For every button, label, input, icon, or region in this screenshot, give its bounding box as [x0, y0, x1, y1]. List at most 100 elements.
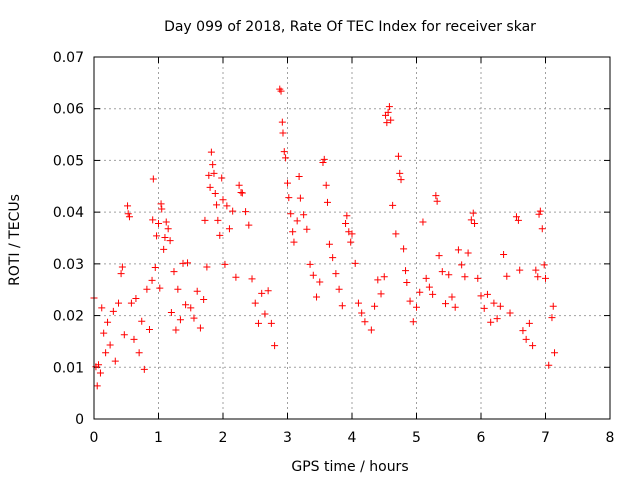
data-point: [120, 331, 128, 339]
data-point: [487, 318, 495, 326]
data-point: [303, 225, 311, 233]
x-tick-label: 2: [219, 430, 228, 446]
data-point: [323, 198, 331, 206]
data-point: [132, 295, 140, 303]
data-point: [205, 171, 213, 179]
data-point: [196, 324, 204, 332]
data-point: [149, 216, 157, 224]
data-point: [172, 326, 180, 334]
data-point: [124, 210, 132, 218]
data-point: [248, 275, 256, 283]
y-tick-label: 0.06: [53, 102, 84, 118]
data-point: [167, 308, 175, 316]
data-point: [287, 210, 295, 218]
data-point: [225, 225, 233, 233]
data-point: [153, 232, 161, 240]
data-point: [211, 190, 219, 198]
data-point: [290, 238, 298, 246]
data-point: [282, 154, 290, 162]
x-tick-label: 0: [90, 430, 99, 446]
y-tick-label: 0.03: [53, 257, 84, 273]
y-tick-label: 0.04: [53, 205, 84, 221]
data-point: [104, 318, 112, 326]
data-point: [102, 349, 110, 357]
data-point: [387, 116, 395, 124]
data-point: [448, 293, 456, 301]
data-point: [454, 246, 462, 254]
data-point: [203, 263, 211, 271]
data-point: [182, 301, 190, 309]
data-point: [218, 174, 226, 182]
data-point: [506, 309, 514, 317]
data-point: [280, 148, 288, 156]
data-point: [461, 273, 469, 281]
data-point: [258, 289, 266, 297]
data-point: [535, 210, 543, 218]
x-tick-label: 6: [477, 430, 486, 446]
data-point: [115, 299, 123, 307]
grid-lines: [94, 57, 610, 419]
data-point: [416, 288, 424, 296]
data-point: [117, 270, 125, 278]
data-point: [296, 194, 304, 202]
data-point: [394, 152, 402, 160]
data-point: [162, 218, 170, 226]
x-tick-label: 8: [606, 430, 615, 446]
data-point: [464, 249, 472, 257]
data-point: [279, 129, 287, 137]
data-point: [156, 284, 164, 292]
data-point: [164, 225, 172, 233]
data-point: [532, 266, 540, 274]
data-point: [174, 285, 182, 293]
data-point: [261, 310, 269, 318]
data-point: [500, 251, 508, 259]
data-point: [170, 268, 178, 276]
data-point: [124, 202, 132, 210]
data-points: [90, 85, 559, 390]
data-point: [342, 220, 350, 228]
data-point: [289, 228, 297, 236]
data-point: [374, 276, 382, 284]
data-point: [148, 276, 156, 284]
data-point: [229, 207, 237, 215]
data-point: [109, 307, 117, 315]
x-tick-label: 3: [283, 430, 292, 446]
data-point: [445, 271, 453, 279]
data-point: [396, 169, 404, 177]
data-point: [549, 302, 557, 310]
data-point: [536, 207, 544, 215]
data-point: [151, 263, 159, 271]
y-tick-label: 0.05: [53, 153, 84, 169]
data-point: [332, 270, 340, 278]
y-tick-label: 0: [75, 412, 84, 428]
data-point: [402, 267, 410, 275]
data-point: [155, 220, 162, 228]
data-point: [467, 216, 475, 224]
data-point: [406, 297, 414, 305]
data-point: [325, 240, 333, 248]
data-point: [319, 158, 327, 166]
y-tick-label: 0.07: [53, 50, 84, 66]
data-point: [380, 273, 388, 281]
data-point: [118, 263, 126, 271]
data-point: [214, 216, 222, 224]
data-point: [347, 238, 355, 246]
data-point: [422, 274, 430, 282]
data-point: [221, 260, 229, 268]
data-point: [300, 211, 308, 219]
data-point: [409, 318, 417, 326]
data-point: [200, 296, 208, 304]
data-point: [469, 209, 477, 217]
data-point: [383, 119, 391, 127]
data-point: [106, 341, 114, 349]
data-point: [377, 290, 385, 298]
data-point: [223, 202, 231, 210]
y-axis-label: ROTI / TECUs: [7, 194, 23, 286]
y-tick-label: 0.01: [53, 360, 84, 376]
data-point: [295, 172, 303, 180]
data-point: [367, 326, 375, 334]
plot-frame: [93, 56, 611, 420]
data-point: [213, 201, 221, 209]
data-point: [176, 316, 184, 324]
